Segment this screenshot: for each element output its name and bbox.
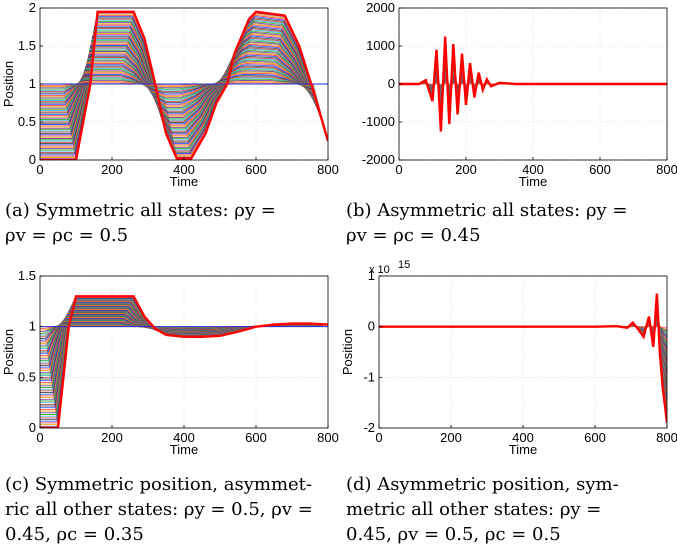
caption-c-line-3: 0.45, ρc = 0.35 — [5, 522, 313, 547]
x-axis-label: Time — [170, 442, 198, 457]
y-tick-label: 1 — [29, 76, 36, 91]
y-tick-label: 0.5 — [18, 369, 36, 384]
caption-d-line-3: 0.45, ρv = 0.5, ρc = 0.5 — [346, 522, 619, 547]
y-tick-label: 1.5 — [18, 268, 36, 283]
y-tick-label: 0 — [29, 152, 36, 167]
y-axis-label: Position — [340, 329, 355, 375]
y-axis-label: Position — [1, 61, 16, 107]
caption-c: (c) Symmetric position, asymmet- ric all… — [5, 472, 313, 547]
x-tick-label: 800 — [656, 430, 677, 445]
caption-d: (d) Asymmetric position, sym- metric all… — [346, 472, 619, 547]
y-tick-label: 0.5 — [18, 114, 36, 129]
x-tick-label: 600 — [245, 162, 267, 177]
y-tick-label: 1000 — [366, 38, 395, 53]
chart-d-svg: 0 200 400 600 800-2-101TimePositionx 10 15 — [339, 262, 677, 458]
y-tick-label: 2000 — [366, 0, 395, 15]
caption-b-line-1: (b) Asymmetric all states: ρy = — [346, 198, 628, 223]
x-tick-label: 800 — [656, 162, 677, 177]
chart-panel-b: 0 200 400 600 800 -2000 -1000 0 1000 2000 Time — [339, 0, 677, 192]
x-tick-label: 600 — [584, 430, 606, 445]
chart-panel-c: 0 200 400 600 800 0 0.5 1 1.5 Time Position — [0, 262, 338, 458]
y-tick-label: -2 — [363, 420, 375, 435]
x-tick-label: 0 — [375, 430, 382, 445]
caption-b-line-2: ρv = ρc = 0.45 — [346, 223, 628, 248]
y-tick-label: 2 — [29, 0, 36, 15]
y-tick-label: 1 — [29, 319, 36, 334]
x-tick-label: 800 — [317, 162, 339, 177]
chart-b-svg: 0 200 400 600 800 -2000 -1000 0 1000 2000 Time — [339, 0, 677, 192]
chart-c-svg: 0 200 400 600 800 0 0.5 1 1.5 Time Position — [0, 262, 338, 458]
x-tick-label: 200 — [101, 430, 123, 445]
x-tick-label: 200 — [101, 162, 123, 177]
chart-a-svg: 0 200 400 600 800 0 0.5 1 1.5 2 Time Position — [0, 0, 338, 192]
x-tick-label: 0 — [36, 430, 43, 445]
caption-a-line-2: ρv = ρc = 0.5 — [5, 223, 276, 248]
y-tick-label: -2000 — [362, 152, 395, 167]
x-axis-label: Time — [170, 174, 198, 189]
chart-panel-a: 0 200 400 600 800 0 0.5 1 1.5 2 Time Position — [0, 0, 338, 192]
x-tick-label: 200 — [440, 430, 462, 445]
y-exponent-label: 15 — [398, 259, 410, 271]
x-tick-label: 600 — [589, 162, 611, 177]
caption-c-line-1: (c) Symmetric position, asymmet- — [5, 472, 313, 497]
caption-c-line-2: ric all other states: ρy = 0.5, ρv = — [5, 497, 313, 522]
caption-d-line-1: (d) Asymmetric position, sym- — [346, 472, 619, 497]
y-tick-label: 0 — [368, 319, 375, 334]
caption-a-line-1: (a) Symmetric all states: ρy = — [5, 198, 276, 223]
x-axis-label: Time — [519, 174, 547, 189]
x-tick-label: 600 — [245, 430, 267, 445]
y-tick-label: 0 — [29, 420, 36, 435]
x-tick-label: 800 — [317, 430, 339, 445]
y-multiplier-label: x 10 — [369, 264, 390, 276]
y-tick-label: 1.5 — [18, 38, 36, 53]
x-axis-label: Time — [509, 442, 537, 457]
y-tick-label: 0 — [388, 76, 395, 91]
y-axis-label: Position — [1, 329, 16, 375]
caption-a: (a) Symmetric all states: ρy = ρv = ρc =… — [5, 198, 276, 248]
x-tick-label: 0 — [395, 162, 402, 177]
y-tick-label: -1000 — [362, 114, 395, 129]
caption-b: (b) Asymmetric all states: ρy = ρv = ρc … — [346, 198, 628, 248]
y-tick-label: -1 — [363, 369, 375, 384]
x-tick-label: 0 — [36, 162, 43, 177]
x-tick-label: 200 — [455, 162, 477, 177]
chart-panel-d: 0 200 400 600 800 -2 -1 0 1 Time Position x 10 15 — [339, 262, 677, 458]
caption-d-line-2: metric all other states: ρy = — [346, 497, 619, 522]
